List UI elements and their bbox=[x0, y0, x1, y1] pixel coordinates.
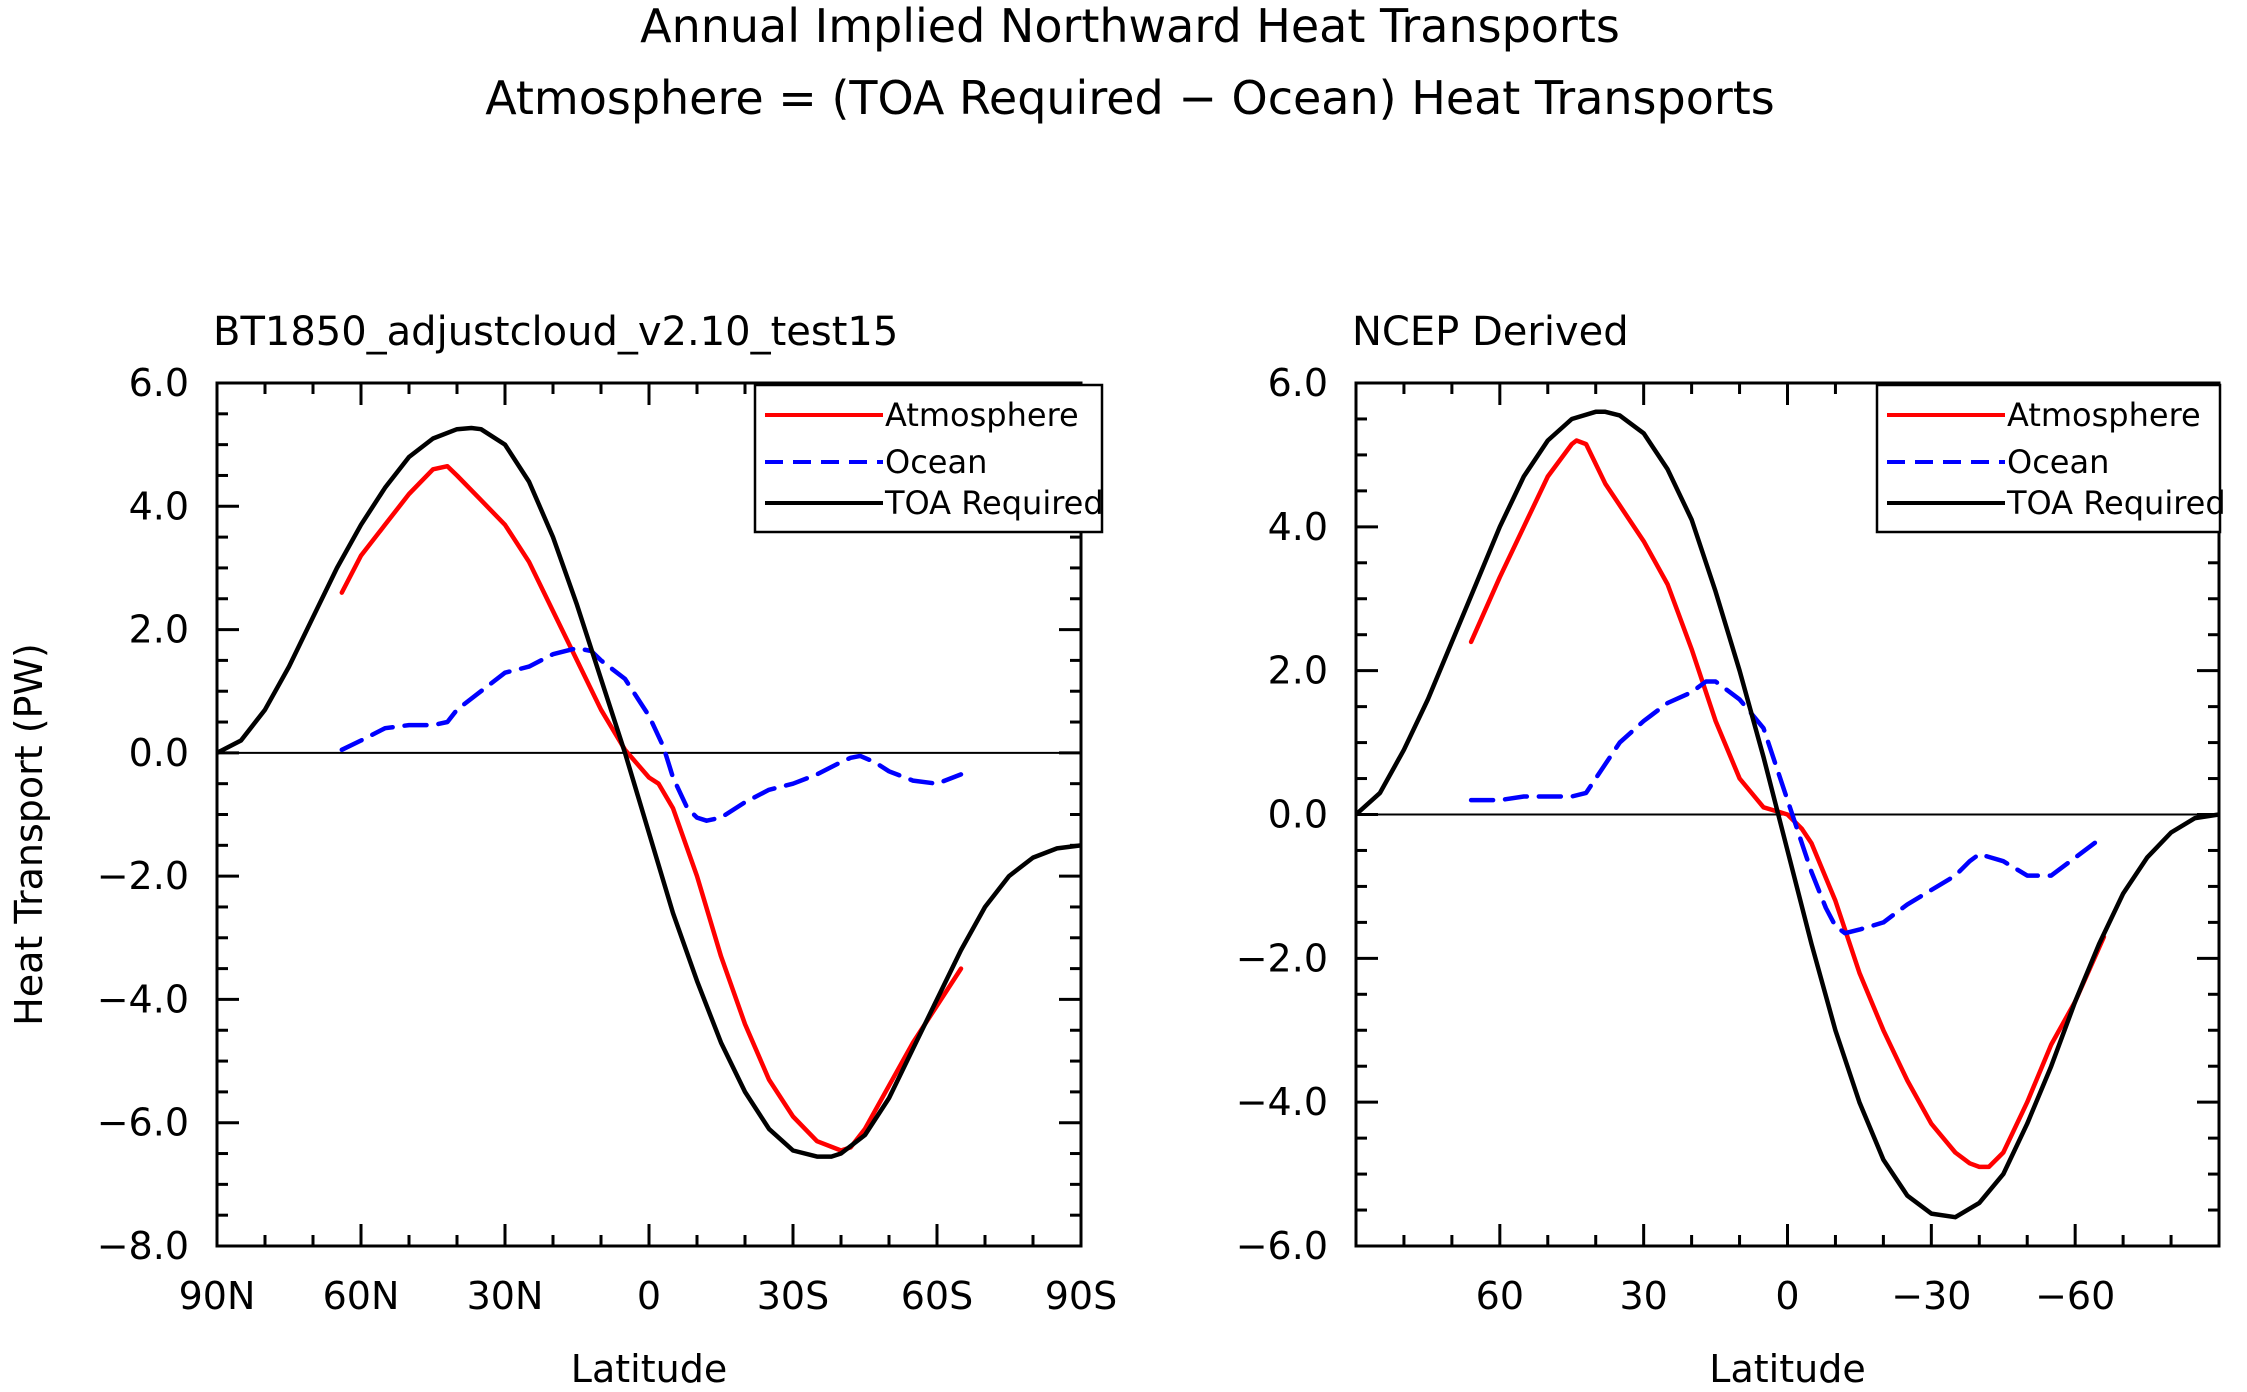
y-tick-label: 2.0 bbox=[1268, 649, 1328, 693]
x-tick-label: 60S bbox=[901, 1274, 973, 1318]
y-tick-label: −6.0 bbox=[97, 1101, 189, 1145]
y-axis-label: Heat Transport (PW) bbox=[7, 643, 51, 1026]
y-tick-label: 0.0 bbox=[129, 731, 189, 775]
x-tick-label: 30 bbox=[1619, 1274, 1667, 1318]
x-tick-label: 90N bbox=[179, 1274, 256, 1318]
x-axis-label: Latitude bbox=[571, 1347, 727, 1391]
x-axis-label: Latitude bbox=[1709, 1347, 1865, 1391]
x-tick-label: 60 bbox=[1476, 1274, 1524, 1318]
figure-title-line1: Annual Implied Northward Heat Transports bbox=[640, 0, 1620, 53]
legend-label-ocean: Ocean bbox=[885, 443, 987, 481]
y-tick-label: 4.0 bbox=[129, 484, 189, 528]
y-tick-label: 4.0 bbox=[1268, 505, 1328, 549]
x-tick-label: 90S bbox=[1045, 1274, 1117, 1318]
y-tick-label: −6.0 bbox=[1236, 1224, 1328, 1268]
y-tick-label: 6.0 bbox=[1268, 361, 1328, 405]
series-line-toa-required bbox=[1356, 409, 2219, 1220]
legend-box bbox=[1875, 383, 2222, 534]
y-tick-label: 0.0 bbox=[1268, 793, 1328, 837]
legend-label-toa-required: TOA Required bbox=[884, 484, 1104, 522]
y-tick-label: 2.0 bbox=[129, 608, 189, 652]
x-tick-label: 60N bbox=[323, 1274, 400, 1318]
series-line-atmosphere bbox=[1468, 438, 2107, 1170]
series-line-atmosphere bbox=[339, 463, 964, 1153]
y-tick-label: −2.0 bbox=[97, 854, 189, 898]
y-tick-label: −8.0 bbox=[97, 1224, 189, 1268]
legend-label-atmosphere: Atmosphere bbox=[2007, 396, 2201, 434]
y-tick-label: −4.0 bbox=[97, 977, 189, 1021]
series-line-toa-required bbox=[217, 425, 1081, 1159]
panel-title: NCEP Derived bbox=[1352, 309, 1629, 355]
x-tick-label: 30N bbox=[467, 1274, 544, 1318]
x-tick-label: −30 bbox=[1891, 1274, 1971, 1318]
series-line-ocean bbox=[339, 645, 964, 823]
legend-label-atmosphere: Atmosphere bbox=[885, 396, 1079, 434]
left-panel: BT1850_adjustcloud_v2.10_test15 6.0 4.0 2.0… bbox=[7, 309, 1117, 1391]
legend-box bbox=[753, 383, 1104, 534]
series-line-ocean bbox=[1468, 679, 2107, 936]
y-tick-label: −2.0 bbox=[1236, 936, 1328, 980]
legend-label-ocean: Ocean bbox=[2007, 443, 2109, 481]
x-tick-label: 0 bbox=[1775, 1274, 1799, 1318]
x-tick-label: 0 bbox=[637, 1274, 661, 1318]
panel-title: BT1850_adjustcloud_v2.10_test15 bbox=[213, 309, 898, 355]
right-panel: NCEP Derived 6.0 4.0 2.0 0.0 −2.0 −4.0 −6.0 60 30… bbox=[1236, 309, 2226, 1391]
figure-title-line2: Atmosphere = (TOA Required − Ocean) Heat… bbox=[485, 71, 1775, 125]
legend-label-toa-required: TOA Required bbox=[2006, 484, 2226, 522]
y-tick-label: 6.0 bbox=[129, 361, 189, 405]
x-tick-label: 30S bbox=[757, 1274, 829, 1318]
y-tick-label: −4.0 bbox=[1236, 1080, 1328, 1124]
x-tick-label: −60 bbox=[2035, 1274, 2115, 1318]
